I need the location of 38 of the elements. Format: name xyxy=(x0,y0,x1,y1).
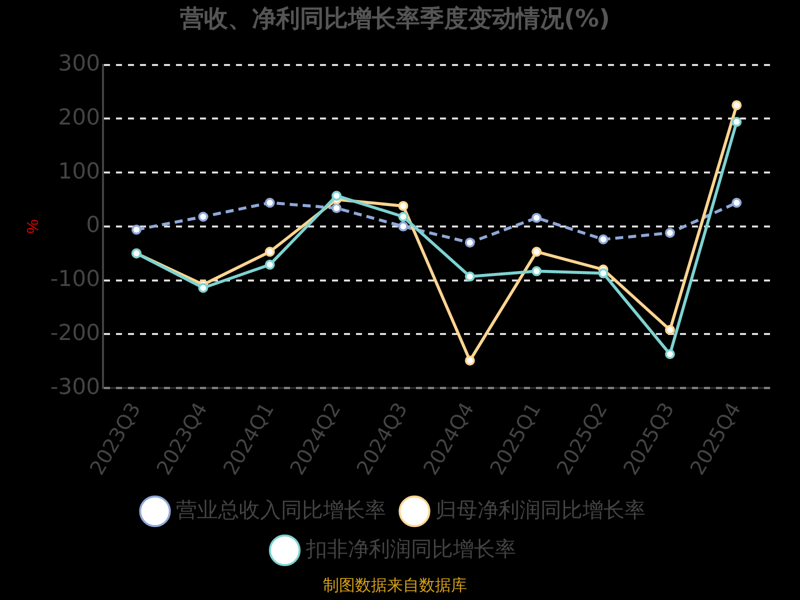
point xyxy=(732,198,742,208)
point xyxy=(532,246,542,257)
y-tick-label: 200 xyxy=(58,105,100,130)
point xyxy=(398,221,408,232)
point xyxy=(664,349,675,360)
y-tick-label: -200 xyxy=(50,320,100,346)
point xyxy=(598,268,608,278)
point xyxy=(264,260,275,270)
point xyxy=(398,200,408,211)
y-tick-label: 0 xyxy=(86,213,100,238)
point xyxy=(598,234,608,244)
point xyxy=(664,324,675,335)
point xyxy=(264,198,275,208)
point xyxy=(532,212,542,223)
point xyxy=(464,238,475,248)
point xyxy=(464,356,475,366)
y-tick-label: 100 xyxy=(58,159,100,184)
legend-label: 归母净利润同比增长率 xyxy=(436,498,646,522)
point xyxy=(464,272,475,282)
point xyxy=(664,228,675,238)
point xyxy=(732,100,742,110)
point xyxy=(532,266,542,276)
point xyxy=(332,203,342,214)
chart-title: 营收、净利同比增长率季度变动情况(%) xyxy=(179,4,610,33)
y-tick-label: 300 xyxy=(58,52,100,77)
point xyxy=(398,212,408,222)
point xyxy=(198,282,208,293)
y-tick-label: -300 xyxy=(50,374,100,400)
point xyxy=(264,246,275,257)
point xyxy=(732,116,742,127)
point xyxy=(332,190,342,201)
y-axis-title: % xyxy=(25,219,42,234)
point xyxy=(198,212,208,222)
y-tick-label: -100 xyxy=(50,267,100,292)
point xyxy=(131,224,142,235)
legend-label: 营业总收入同比增长率 xyxy=(176,498,386,522)
legend-label: 扣非净利润同比增长率 xyxy=(304,536,516,561)
text: 制图数据来自数据库 xyxy=(323,576,467,595)
